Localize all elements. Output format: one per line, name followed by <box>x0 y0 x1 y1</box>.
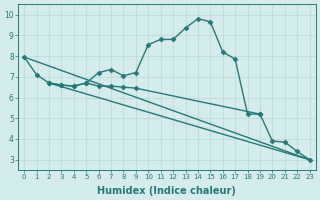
X-axis label: Humidex (Indice chaleur): Humidex (Indice chaleur) <box>98 186 236 196</box>
